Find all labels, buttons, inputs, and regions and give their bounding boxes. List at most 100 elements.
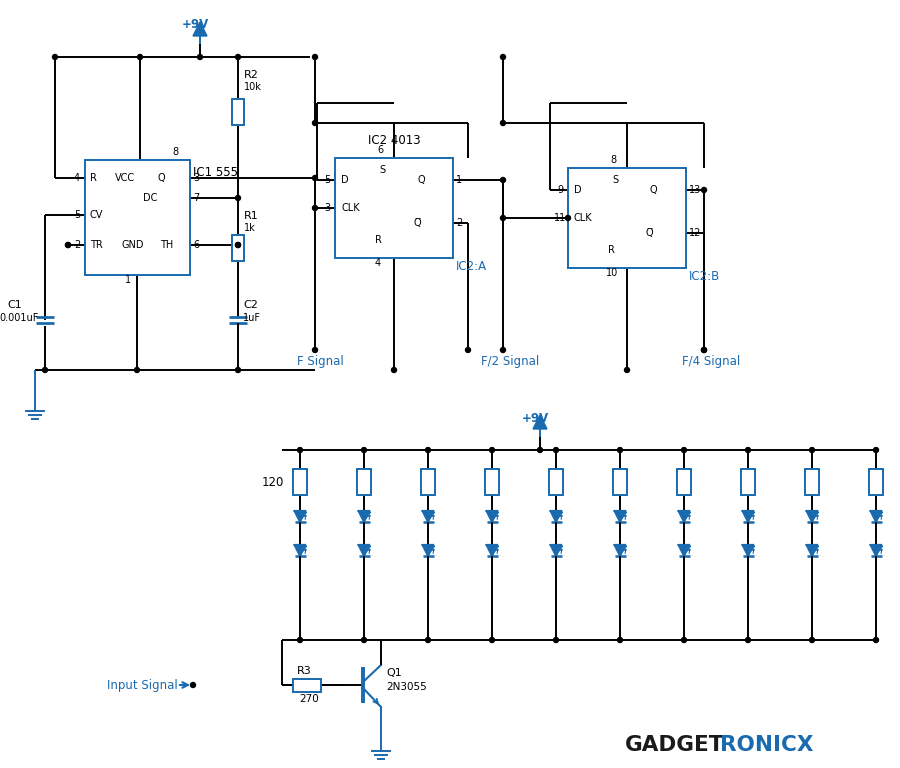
Text: IC2:B: IC2:B — [689, 270, 720, 283]
Bar — [485, 469, 499, 495]
Text: 8: 8 — [610, 155, 616, 165]
Circle shape — [236, 196, 240, 200]
Text: TR: TR — [90, 240, 103, 250]
Text: CV: CV — [90, 210, 104, 220]
Circle shape — [809, 448, 814, 452]
Text: 8: 8 — [172, 147, 178, 157]
Circle shape — [312, 121, 318, 125]
Text: R: R — [90, 173, 97, 183]
Bar — [293, 469, 307, 495]
Polygon shape — [294, 545, 305, 556]
Bar — [335, 158, 453, 258]
Text: 0.001uF: 0.001uF — [0, 313, 39, 323]
Circle shape — [362, 448, 366, 452]
Circle shape — [236, 243, 240, 247]
Bar — [613, 469, 627, 495]
Text: Q̅: Q̅ — [413, 218, 420, 228]
Polygon shape — [551, 545, 562, 556]
Circle shape — [809, 637, 814, 643]
Circle shape — [66, 243, 70, 247]
Bar — [85, 160, 190, 275]
Polygon shape — [615, 545, 626, 556]
Circle shape — [500, 121, 506, 125]
Bar — [869, 469, 883, 495]
Text: Q̅: Q̅ — [646, 228, 653, 238]
Bar — [293, 678, 321, 691]
Text: 11: 11 — [554, 213, 566, 223]
Circle shape — [312, 176, 318, 180]
Circle shape — [312, 206, 318, 210]
Polygon shape — [742, 511, 753, 522]
Text: D: D — [574, 185, 581, 195]
Circle shape — [554, 637, 559, 643]
Text: 3: 3 — [324, 203, 330, 213]
Circle shape — [500, 55, 506, 59]
Text: 9: 9 — [557, 185, 563, 195]
Text: 1: 1 — [456, 175, 462, 185]
Text: 2: 2 — [74, 240, 80, 250]
Text: 6: 6 — [193, 240, 199, 250]
Polygon shape — [679, 545, 689, 556]
Polygon shape — [358, 511, 370, 522]
Text: Q1: Q1 — [386, 668, 401, 678]
Bar — [357, 469, 371, 495]
Polygon shape — [294, 511, 305, 522]
Polygon shape — [422, 545, 434, 556]
Bar — [805, 469, 819, 495]
Circle shape — [490, 637, 494, 643]
Text: +9V: +9V — [522, 412, 549, 425]
Polygon shape — [422, 511, 434, 522]
Circle shape — [66, 243, 70, 247]
Circle shape — [236, 368, 240, 372]
Text: S: S — [379, 165, 385, 175]
Text: 10: 10 — [606, 268, 618, 278]
Text: C1: C1 — [7, 300, 22, 310]
Text: Q: Q — [417, 175, 425, 185]
Text: Q: Q — [157, 173, 165, 183]
Circle shape — [197, 55, 202, 59]
Circle shape — [490, 448, 494, 452]
Text: DC: DC — [143, 193, 157, 203]
Polygon shape — [487, 545, 498, 556]
Text: 10k: 10k — [244, 82, 262, 92]
Circle shape — [617, 448, 623, 452]
Text: 2N3055: 2N3055 — [386, 682, 427, 692]
Bar — [549, 469, 563, 495]
Polygon shape — [742, 545, 753, 556]
Circle shape — [191, 683, 195, 687]
Circle shape — [312, 55, 318, 59]
Text: F/4 Signal: F/4 Signal — [682, 356, 740, 369]
Text: 270: 270 — [299, 694, 319, 704]
Circle shape — [312, 347, 318, 353]
Polygon shape — [615, 511, 626, 522]
Text: 6: 6 — [377, 145, 383, 155]
Text: IC2 4013: IC2 4013 — [368, 134, 420, 147]
Polygon shape — [679, 511, 689, 522]
Circle shape — [500, 216, 506, 220]
Bar — [677, 469, 691, 495]
Text: 2: 2 — [456, 218, 463, 228]
Text: 13: 13 — [689, 185, 701, 195]
Text: 1k: 1k — [244, 223, 256, 233]
Text: R: R — [375, 235, 382, 245]
Text: 5: 5 — [74, 210, 80, 220]
Polygon shape — [551, 511, 562, 522]
Text: GND: GND — [122, 240, 145, 250]
Circle shape — [617, 637, 623, 643]
Text: GADGET: GADGET — [625, 735, 724, 755]
Text: 120: 120 — [262, 475, 284, 488]
Circle shape — [52, 55, 58, 59]
Polygon shape — [358, 545, 370, 556]
Polygon shape — [193, 22, 207, 36]
Text: R3: R3 — [297, 666, 311, 676]
Circle shape — [134, 368, 140, 372]
Text: 5: 5 — [324, 175, 330, 185]
Text: D: D — [341, 175, 348, 185]
Polygon shape — [806, 545, 817, 556]
Circle shape — [42, 368, 48, 372]
Text: R: R — [608, 245, 615, 255]
Text: 4: 4 — [375, 258, 381, 268]
Text: 1: 1 — [125, 275, 131, 285]
Text: 3: 3 — [193, 173, 199, 183]
Text: 1uF: 1uF — [243, 313, 261, 323]
